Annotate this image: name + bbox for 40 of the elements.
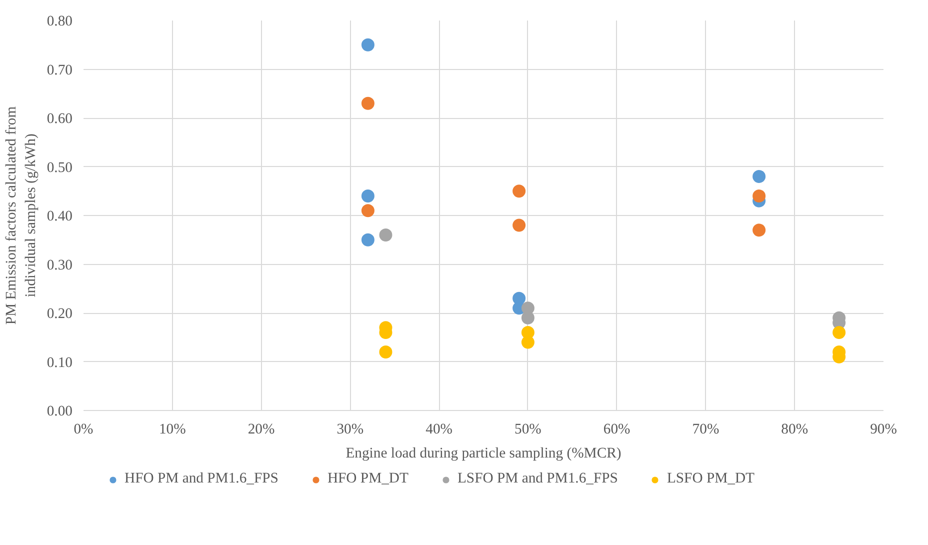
y-tick-label: 0.40 bbox=[46, 208, 73, 224]
point bbox=[752, 224, 766, 237]
y-tick-label: 0.70 bbox=[46, 62, 73, 78]
y-tick-label: 0.20 bbox=[46, 306, 73, 322]
point bbox=[512, 184, 526, 198]
point bbox=[379, 346, 392, 358]
legend-label: HFO PM and PM1.6_FPS bbox=[124, 470, 278, 488]
point bbox=[361, 190, 374, 202]
x-tick-label: 90% bbox=[870, 422, 897, 438]
point bbox=[361, 38, 374, 52]
y-tick-label: 0.30 bbox=[46, 257, 73, 274]
x-tick-label: 50% bbox=[514, 422, 542, 438]
y-tick-label: 0.50 bbox=[46, 160, 73, 176]
x-tick-label: 70% bbox=[692, 422, 720, 438]
y-axis-title: PM Emission factors calculated from individual samples (g/kWh) bbox=[4, 106, 39, 325]
y-tick-label: 0.10 bbox=[46, 354, 73, 371]
point bbox=[521, 336, 534, 349]
x-tick-label: 80% bbox=[781, 422, 808, 438]
legend-label: LSFO PM and PM1.6_FPS bbox=[457, 470, 618, 488]
point bbox=[752, 170, 766, 183]
x-tick-label: 0% bbox=[74, 422, 94, 438]
point bbox=[361, 233, 374, 246]
x-tick-label: 10% bbox=[158, 422, 186, 438]
x-axis-title: Engine load during particle sampling (%MCR) bbox=[346, 446, 622, 462]
point bbox=[512, 218, 526, 232]
x-tick-label: 20% bbox=[248, 422, 275, 438]
y-tick-label: 0.60 bbox=[46, 111, 73, 127]
x-tick-label: 40% bbox=[426, 422, 452, 438]
point bbox=[832, 326, 846, 339]
legend-label: HFO PM_DT bbox=[327, 470, 408, 488]
point bbox=[521, 311, 534, 324]
point bbox=[379, 228, 392, 242]
x-tick-label: 30% bbox=[336, 422, 364, 438]
point bbox=[361, 204, 374, 218]
x-tick-label: 60% bbox=[603, 422, 630, 438]
y-tick-label: 0.00 bbox=[46, 404, 73, 420]
point bbox=[361, 96, 374, 110]
legend-label: LSFO PM_DT bbox=[666, 470, 755, 488]
point bbox=[752, 190, 766, 202]
y-tick-label: 0.80 bbox=[46, 14, 73, 30]
